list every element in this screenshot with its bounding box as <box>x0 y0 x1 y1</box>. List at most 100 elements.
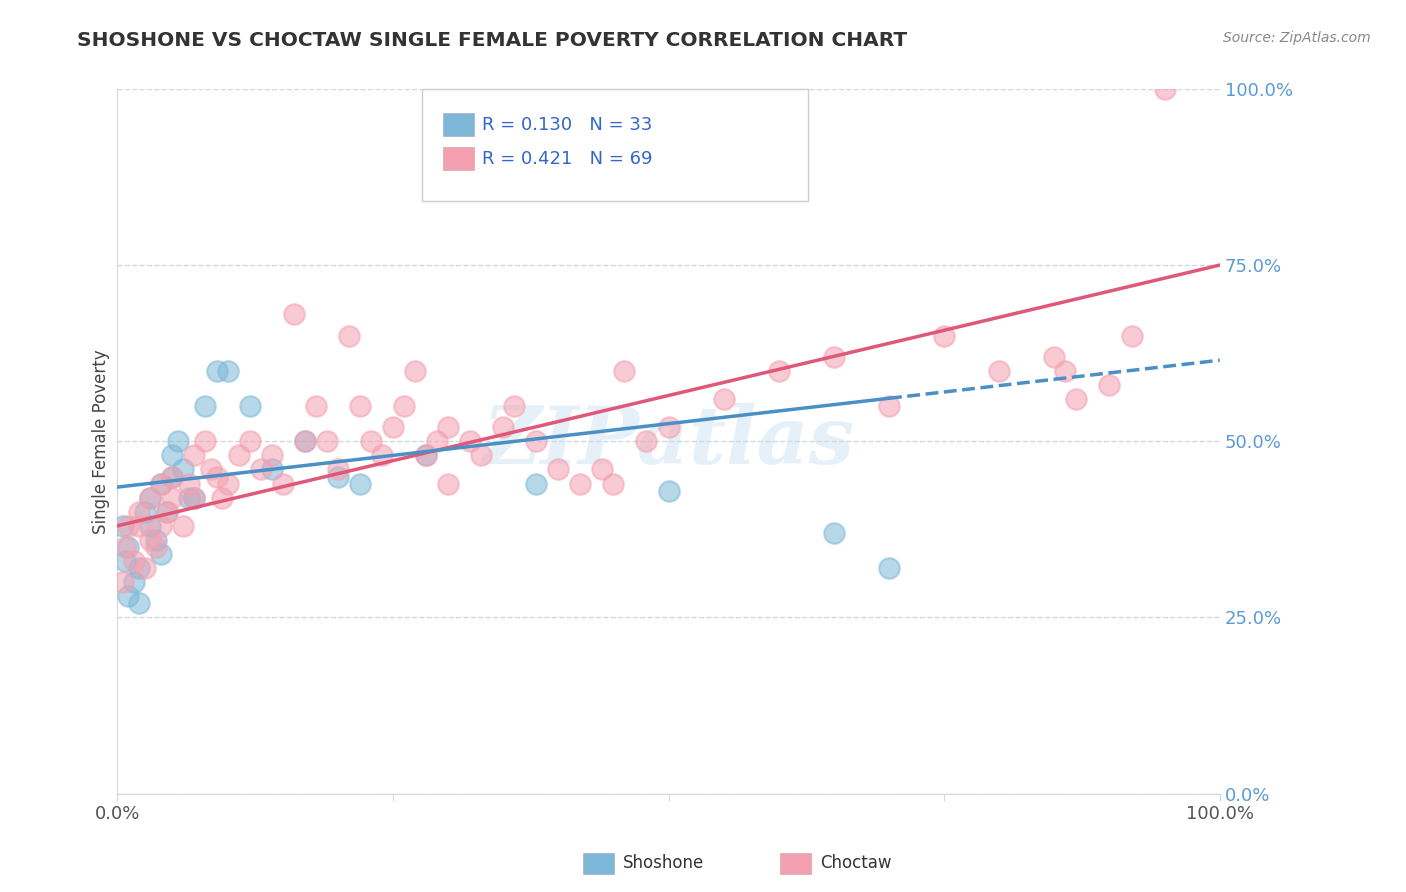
Point <box>613 364 636 378</box>
Point <box>167 434 190 449</box>
Point <box>524 476 547 491</box>
Point <box>114 554 136 568</box>
Point <box>591 462 613 476</box>
Point <box>194 399 217 413</box>
Point <box>183 449 205 463</box>
Point <box>162 469 184 483</box>
Point <box>205 364 228 378</box>
Point <box>239 434 262 449</box>
Point <box>524 434 547 449</box>
Point <box>349 399 371 413</box>
Point <box>150 476 173 491</box>
Point <box>337 328 360 343</box>
Point <box>211 491 233 505</box>
Point <box>349 476 371 491</box>
Point <box>139 519 162 533</box>
Point <box>437 420 460 434</box>
Point <box>602 476 624 491</box>
Point <box>877 399 900 413</box>
Point <box>877 561 900 575</box>
Point <box>283 307 305 321</box>
Point <box>111 519 134 533</box>
Point <box>117 590 139 604</box>
Point <box>145 540 167 554</box>
Point <box>249 462 271 476</box>
Text: Choctaw: Choctaw <box>820 855 891 872</box>
Point <box>426 434 449 449</box>
Point <box>713 392 735 406</box>
Point <box>150 547 173 561</box>
Text: Shoshone: Shoshone <box>623 855 704 872</box>
Point <box>217 476 239 491</box>
Point <box>183 491 205 505</box>
Point <box>260 462 283 476</box>
Point <box>294 434 316 449</box>
Point <box>194 434 217 449</box>
Point <box>139 533 162 547</box>
Point <box>1121 328 1143 343</box>
Point <box>657 483 679 498</box>
Point <box>392 399 415 413</box>
Point <box>381 420 404 434</box>
Text: R = 0.421   N = 69: R = 0.421 N = 69 <box>482 150 652 168</box>
Point <box>458 434 481 449</box>
Point <box>128 519 150 533</box>
Point <box>437 476 460 491</box>
Point <box>156 505 179 519</box>
Text: Source: ZipAtlas.com: Source: ZipAtlas.com <box>1223 31 1371 45</box>
Point <box>360 434 382 449</box>
Point <box>114 540 136 554</box>
Point <box>294 434 316 449</box>
Point <box>315 434 337 449</box>
Point <box>657 420 679 434</box>
Point <box>172 462 194 476</box>
Point <box>150 476 173 491</box>
Point <box>128 561 150 575</box>
Point <box>134 505 156 519</box>
Point <box>569 476 592 491</box>
Point <box>156 505 179 519</box>
Point <box>117 519 139 533</box>
Point <box>1153 82 1175 96</box>
Point <box>404 364 426 378</box>
Text: ZIPatlas: ZIPatlas <box>482 402 855 480</box>
Point <box>271 476 294 491</box>
Point <box>260 449 283 463</box>
Point <box>228 449 250 463</box>
Point <box>470 449 492 463</box>
Point <box>122 554 145 568</box>
Point <box>117 540 139 554</box>
Point <box>217 364 239 378</box>
Point <box>128 596 150 610</box>
Y-axis label: Single Female Poverty: Single Female Poverty <box>93 349 110 533</box>
Point <box>305 399 328 413</box>
Point <box>205 469 228 483</box>
Point <box>326 469 349 483</box>
Point <box>162 491 184 505</box>
Point <box>162 449 184 463</box>
Point <box>111 575 134 590</box>
Point <box>162 469 184 483</box>
Point <box>139 491 162 505</box>
Point <box>145 533 167 547</box>
Point <box>1043 350 1066 364</box>
Point <box>415 449 437 463</box>
Point <box>547 462 569 476</box>
Point <box>636 434 658 449</box>
Text: R = 0.130   N = 33: R = 0.130 N = 33 <box>482 116 652 134</box>
Point <box>177 476 200 491</box>
Point <box>1054 364 1077 378</box>
Point <box>823 525 845 540</box>
Point <box>139 491 162 505</box>
Point <box>823 350 845 364</box>
Point <box>128 505 150 519</box>
Text: SHOSHONE VS CHOCTAW SINGLE FEMALE POVERTY CORRELATION CHART: SHOSHONE VS CHOCTAW SINGLE FEMALE POVERT… <box>77 31 907 50</box>
Point <box>492 420 515 434</box>
Point <box>177 491 200 505</box>
Point <box>172 519 194 533</box>
Point <box>371 449 394 463</box>
Point <box>932 328 955 343</box>
Point <box>326 462 349 476</box>
Point <box>503 399 526 413</box>
Point <box>988 364 1011 378</box>
